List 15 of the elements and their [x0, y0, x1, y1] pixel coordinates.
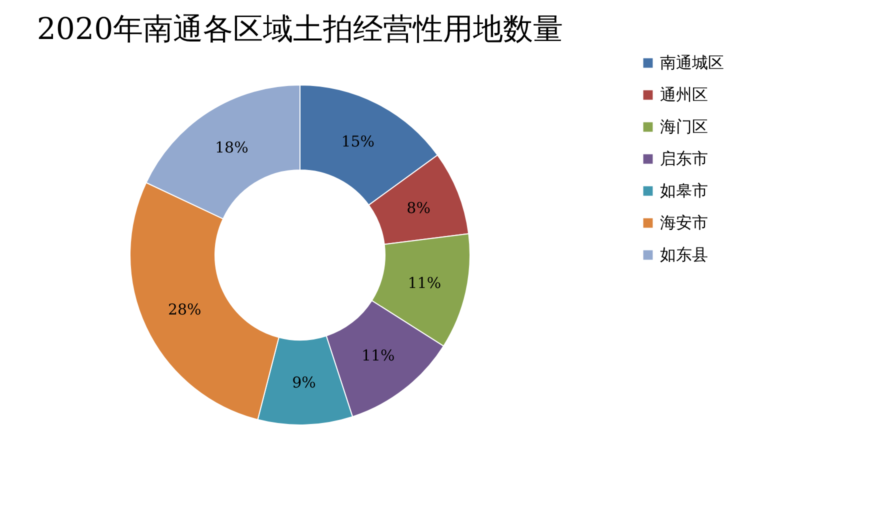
data-label: 11%	[408, 274, 442, 292]
data-label: 11%	[361, 346, 395, 365]
data-label: 18%	[215, 138, 248, 156]
data-label: 8%	[406, 199, 430, 218]
data-label: 28%	[168, 300, 202, 318]
legend-label: 如皋市	[660, 181, 708, 200]
legend-label: 海门区	[660, 117, 708, 136]
data-label: 15%	[341, 132, 375, 150]
legend-label: 南通城区	[660, 53, 724, 72]
data-label: 9%	[292, 373, 316, 392]
chart-title: 2020年南通各区域土拍经营性用地数量	[36, 12, 564, 47]
legend-label: 海安市	[660, 213, 708, 232]
legend-label: 如东县	[660, 245, 708, 264]
legend-label: 启东市	[660, 149, 708, 168]
legend-label: 通州区	[660, 85, 708, 104]
